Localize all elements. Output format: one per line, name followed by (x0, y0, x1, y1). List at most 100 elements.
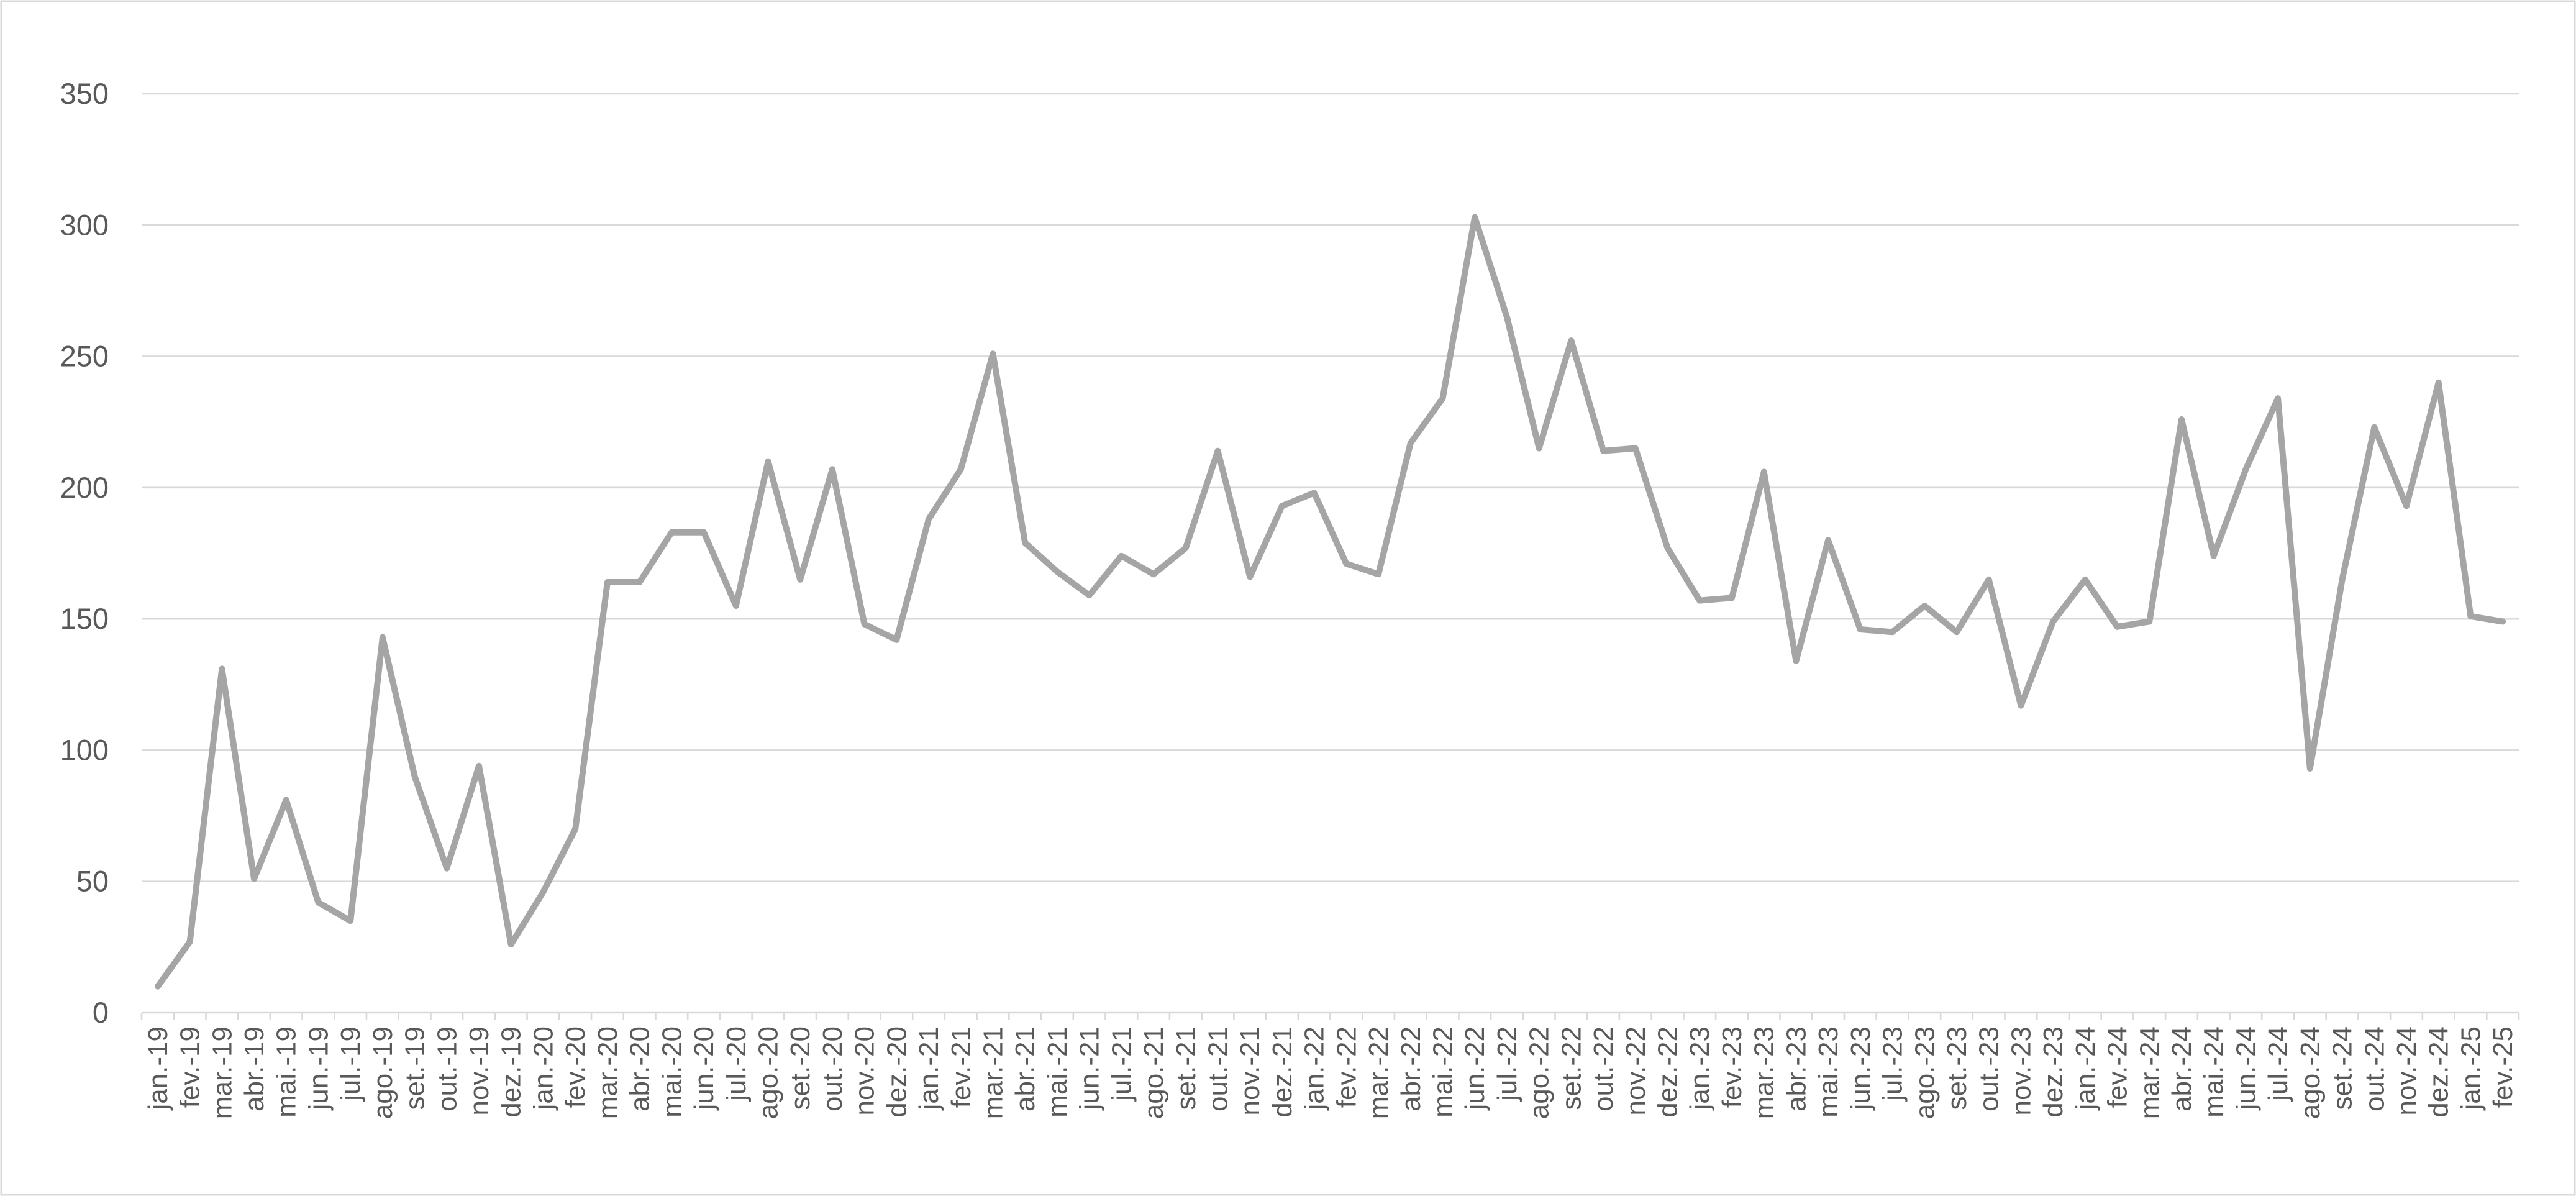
x-tick-label: mai.-22 (1428, 1026, 1459, 1118)
x-tick-label: jul.-22 (1492, 1026, 1522, 1102)
data-point (1600, 448, 1606, 454)
x-tick-label: jan.-24 (2070, 1026, 2101, 1112)
x-tick-label: dez.-22 (1653, 1026, 1683, 1118)
y-axis: 0 50 100 150 200 250 300 350 (60, 77, 109, 1029)
x-tick-label: nov.-23 (2006, 1026, 2036, 1116)
data-point (1825, 537, 1831, 543)
x-tick-label: mai.-23 (1813, 1026, 1844, 1118)
x-tick-label: out.-19 (432, 1026, 462, 1112)
x-tick-label: abr.-22 (1396, 1026, 1426, 1112)
x-tick-label: out.-22 (1588, 1026, 1619, 1112)
x-tick-label: jun.-23 (1846, 1026, 1876, 1112)
data-point (2211, 553, 2217, 559)
data-point (540, 889, 546, 895)
x-tick-label: mai.-19 (271, 1026, 302, 1118)
x-tick-label: fev.-20 (560, 1026, 591, 1108)
data-point (1632, 445, 1639, 451)
x-tick-label: jul.-20 (721, 1026, 752, 1102)
data-point (2467, 613, 2474, 619)
y-tick-label: 350 (60, 77, 109, 110)
data-point (2050, 618, 2056, 624)
gridlines (142, 93, 2519, 883)
x-axis: jan.-19 fev.-19 mar.-19 abr.-19 mai.-19 jun.-… (140, 1011, 2520, 1119)
data-point (1986, 577, 1992, 583)
data-point (1793, 658, 1799, 664)
x-tick-label: mar.-24 (2134, 1026, 2165, 1119)
x-tick-label: dez.-23 (2038, 1026, 2069, 1118)
data-point (958, 466, 964, 472)
x-tick-label: fev.-19 (175, 1026, 206, 1108)
x-tick-label: set.-20 (785, 1026, 816, 1110)
data-point (1921, 603, 1927, 609)
data-point (380, 634, 386, 641)
data-point (701, 529, 707, 536)
x-tick-label: mai.-24 (2199, 1026, 2229, 1118)
x-tick-label: mar.-20 (593, 1026, 623, 1119)
data-point (1472, 214, 1478, 221)
x-tick-label: abr.-21 (1010, 1026, 1040, 1112)
y-tick-label: 0 (93, 996, 109, 1029)
data-point (1118, 553, 1124, 559)
y-tick-label: 200 (60, 471, 109, 504)
x-tick-label: jan.-20 (528, 1026, 558, 1112)
x-tick-label: dez.-21 (1267, 1026, 1298, 1118)
x-tick-label: fev.-22 (1331, 1026, 1362, 1108)
data-point (347, 918, 353, 924)
y-tick-label: 150 (60, 602, 109, 635)
data-point (862, 621, 868, 628)
x-tick-label: set.-21 (1171, 1026, 1201, 1110)
data-point (637, 579, 643, 585)
x-tick-label: ago.-19 (368, 1026, 398, 1119)
x-tick-label: fev.-24 (2103, 1026, 2133, 1108)
x-tick-label: jan.-25 (2455, 1026, 2486, 1112)
data-point (187, 939, 193, 945)
data-point (155, 984, 161, 990)
data-point (926, 516, 932, 523)
data-point (476, 763, 482, 769)
data-point (2339, 577, 2346, 583)
x-tick-label: ago.-21 (1139, 1026, 1169, 1119)
x-tick-label: abr.-20 (625, 1026, 655, 1112)
x-tick-label: abr.-19 (239, 1026, 270, 1112)
data-point (668, 529, 675, 536)
data-point (1440, 395, 1446, 401)
x-tick-label: out.-24 (2359, 1026, 2390, 1112)
data-point (315, 900, 321, 906)
data-point (2082, 577, 2088, 583)
data-point (2242, 466, 2249, 472)
data-point (2500, 618, 2506, 624)
x-tick-label: set.-24 (2328, 1026, 2358, 1110)
x-tick-label: jan.-22 (1299, 1026, 1330, 1112)
x-tick-label: mai.-21 (1042, 1026, 1073, 1118)
data-point (1311, 490, 1318, 496)
data-point (604, 579, 611, 585)
x-tick-label: nov.-20 (850, 1026, 880, 1116)
data-point (572, 826, 578, 832)
data-point (1343, 560, 1349, 567)
x-tick-label: nov.-19 (464, 1026, 494, 1116)
data-point (1954, 629, 1960, 635)
data-point (765, 459, 771, 465)
data-point (283, 797, 289, 803)
y-tick-label: 100 (60, 733, 109, 766)
x-tick-label: dez.-24 (2424, 1026, 2454, 1118)
y-tick-label: 250 (60, 340, 109, 373)
data-point (893, 637, 899, 643)
x-tick-label: mai.-20 (657, 1026, 687, 1118)
x-tick-label: jul.-19 (335, 1026, 366, 1102)
x-tick-label: mar.-22 (1363, 1026, 1394, 1119)
data-point (412, 774, 418, 780)
x-tick-label: jan.-19 (143, 1026, 173, 1112)
x-tick-label: nov.-24 (2392, 1026, 2422, 1116)
data-point (2146, 618, 2152, 624)
data-point (1857, 626, 1864, 632)
data-point (1568, 337, 1574, 344)
x-tick-label: jun.-21 (1075, 1026, 1105, 1112)
x-tick-label: ago.-24 (2295, 1026, 2326, 1119)
x-tick-label: nov.-22 (1621, 1026, 1651, 1116)
x-tick-label: fev.-21 (946, 1026, 976, 1108)
x-tick-label: set.-23 (1942, 1026, 1972, 1110)
